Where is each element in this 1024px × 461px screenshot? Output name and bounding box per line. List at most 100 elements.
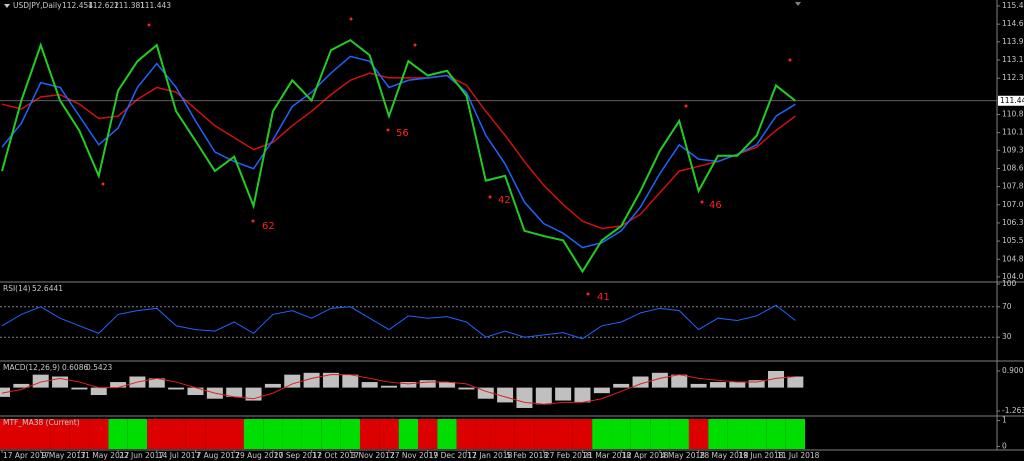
y-tick-label: 107.090: [1002, 200, 1024, 209]
macd-bar: [361, 382, 378, 388]
x-tick-label: 27 Feb 2018: [545, 451, 592, 460]
trend-bar: [69, 419, 90, 449]
macd-bar: [632, 376, 649, 388]
macd-bar: [729, 382, 746, 388]
y-tick-label: 1: [1002, 416, 1007, 425]
macd-bar: [13, 383, 30, 388]
zigzag-label: 42: [498, 195, 511, 206]
macd-bar: [574, 387, 591, 403]
macd-signal-value: 0.5423: [86, 363, 112, 372]
trend-bar: [340, 419, 360, 449]
trend-bar: [572, 419, 593, 449]
macd-bar: [303, 372, 320, 388]
macd-bar: [226, 387, 243, 397]
macd-bar: [593, 387, 610, 394]
macd-bar: [342, 374, 359, 388]
x-tick-label: 12 Apr 2018: [622, 451, 669, 460]
x-tick-label: 17 Apr 2017: [3, 451, 50, 460]
trend-bar: [611, 419, 631, 449]
y-tick-label: 110.870: [1002, 109, 1024, 118]
open: 112.454: [62, 1, 93, 10]
macd-bar: [264, 383, 281, 388]
x-tick-label: 9 May 2017: [42, 451, 86, 460]
macd-bar: [168, 387, 185, 390]
zigzag-label: 46: [709, 200, 722, 211]
macd-bar: [90, 387, 107, 396]
y-tick-label: 113.910: [1002, 37, 1024, 46]
trend-bar: [495, 419, 515, 449]
zigzag-dot: [586, 292, 590, 296]
low: 111.381: [114, 1, 145, 10]
macd-bar: [187, 387, 204, 396]
trend-bar: [301, 419, 322, 449]
zigzag-label: 56: [396, 128, 409, 139]
trend-bar: [727, 419, 747, 449]
trend-bar: [418, 419, 438, 449]
trend-bar: [31, 419, 51, 449]
macd-bar: [148, 378, 165, 388]
x-tick-label: 21 Mar 2018: [584, 451, 632, 460]
x-tick-label: 14 Jul 2017: [158, 451, 201, 460]
macd-bar: [555, 387, 572, 401]
panel-title: MACD(12,26,9): [3, 363, 60, 372]
macd-bar: [439, 382, 456, 388]
macd-bar: [497, 387, 514, 403]
macd-bar: [787, 376, 804, 388]
x-tick-label: 20 Sep 2017: [274, 451, 322, 460]
trend-bar: [108, 419, 128, 449]
trend-bar: [359, 419, 380, 449]
y-tick-label: 109.370: [1002, 145, 1024, 154]
zigzag-dot: [349, 17, 353, 21]
trend-bar: [437, 419, 457, 449]
macd-bar: [52, 376, 69, 388]
zigzag-dot: [251, 219, 255, 223]
macd-bar: [535, 387, 552, 405]
trend-bar: [127, 419, 148, 449]
trend-bar: [650, 419, 670, 449]
trend-bar: [224, 419, 244, 449]
x-tick-label: 4 May 2018: [661, 451, 705, 460]
y-tick-label: 106.330: [1002, 218, 1024, 227]
trend-bar: [456, 419, 477, 449]
trend-bar: [630, 419, 651, 449]
trend-bar: [263, 419, 283, 449]
macd-bar: [709, 382, 726, 388]
last-price-label: 111.443: [1000, 96, 1024, 105]
menu-arrow[interactable]: [4, 4, 10, 8]
zigzag-dot: [413, 43, 417, 47]
trend-bar: [534, 419, 554, 449]
y-tick-label: 115.410: [1002, 1, 1024, 10]
zigzag-dot: [700, 200, 704, 204]
y-tick-label: 105.570: [1002, 236, 1024, 245]
x-tick-label: 29 Aug 2017: [235, 451, 283, 460]
trend-bar: [669, 419, 689, 449]
x-tick-label: 28 May 2018: [700, 451, 749, 460]
trend-bar: [514, 419, 535, 449]
zigzag-dot: [488, 195, 492, 199]
y-tick-label: 107.850: [1002, 182, 1024, 191]
panel-title: RSI(14): [3, 284, 31, 293]
price-line: [1, 72, 796, 230]
y-tick-label: 30: [1002, 332, 1012, 341]
zigzag-dot: [386, 128, 390, 132]
x-tick-label: 22 Jun 2017: [119, 451, 164, 460]
macd-signal: [1, 374, 796, 405]
x-tick-label: 11 Jul 2018: [777, 451, 820, 460]
trend-bar: [166, 419, 186, 449]
price-line: [1, 55, 796, 249]
price-line: [1, 38, 796, 274]
macd-bar: [32, 374, 49, 388]
trend-bar: [147, 419, 167, 449]
y-tick-label: 108.610: [1002, 163, 1024, 172]
last-price-box: [998, 95, 1024, 106]
y-tick-label: 104.070: [1002, 272, 1024, 281]
macd-bar: [381, 385, 397, 388]
macd-bar: [110, 382, 127, 388]
y-tick-label: 114.650: [1002, 19, 1024, 28]
high: 112.622: [88, 1, 119, 10]
zigzag-label: 41: [597, 292, 610, 303]
macd-value: 0.6086: [62, 363, 88, 372]
trend-bar: [785, 419, 806, 449]
y-tick-label: 112.390: [1002, 73, 1024, 82]
